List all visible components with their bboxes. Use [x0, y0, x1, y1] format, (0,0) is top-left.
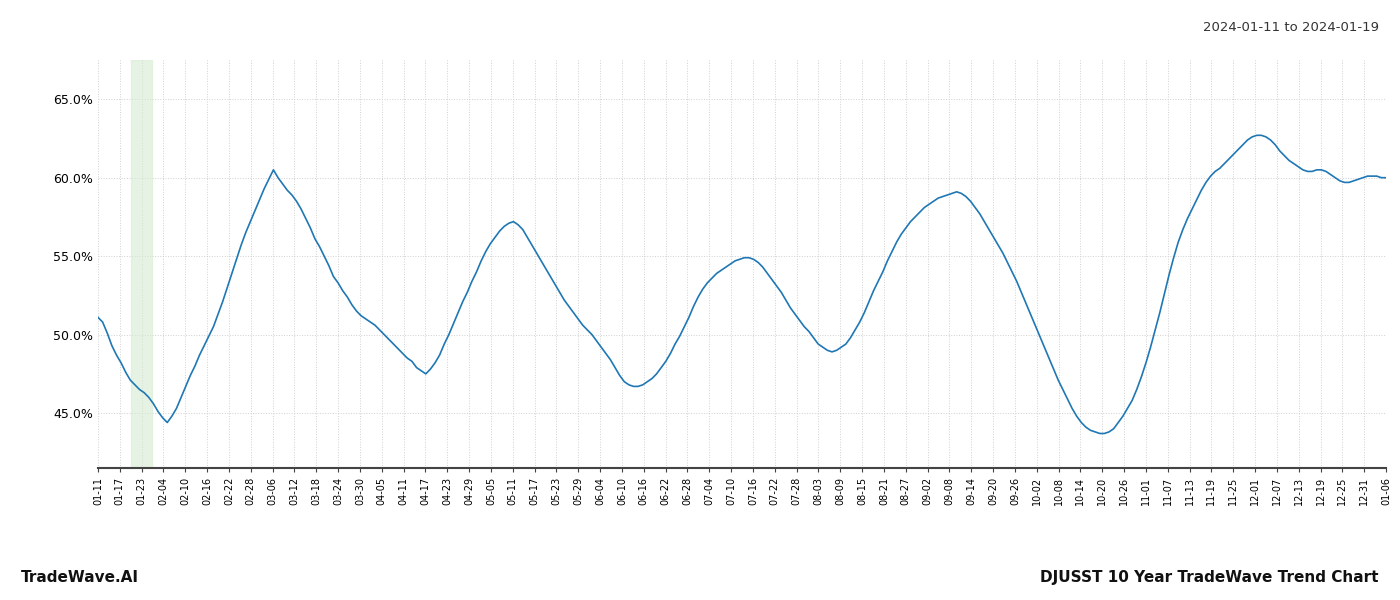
- Bar: [132, 60, 153, 468]
- Text: 2024-01-11 to 2024-01-19: 2024-01-11 to 2024-01-19: [1203, 21, 1379, 34]
- Text: TradeWave.AI: TradeWave.AI: [21, 570, 139, 585]
- Text: DJUSST 10 Year TradeWave Trend Chart: DJUSST 10 Year TradeWave Trend Chart: [1040, 570, 1379, 585]
